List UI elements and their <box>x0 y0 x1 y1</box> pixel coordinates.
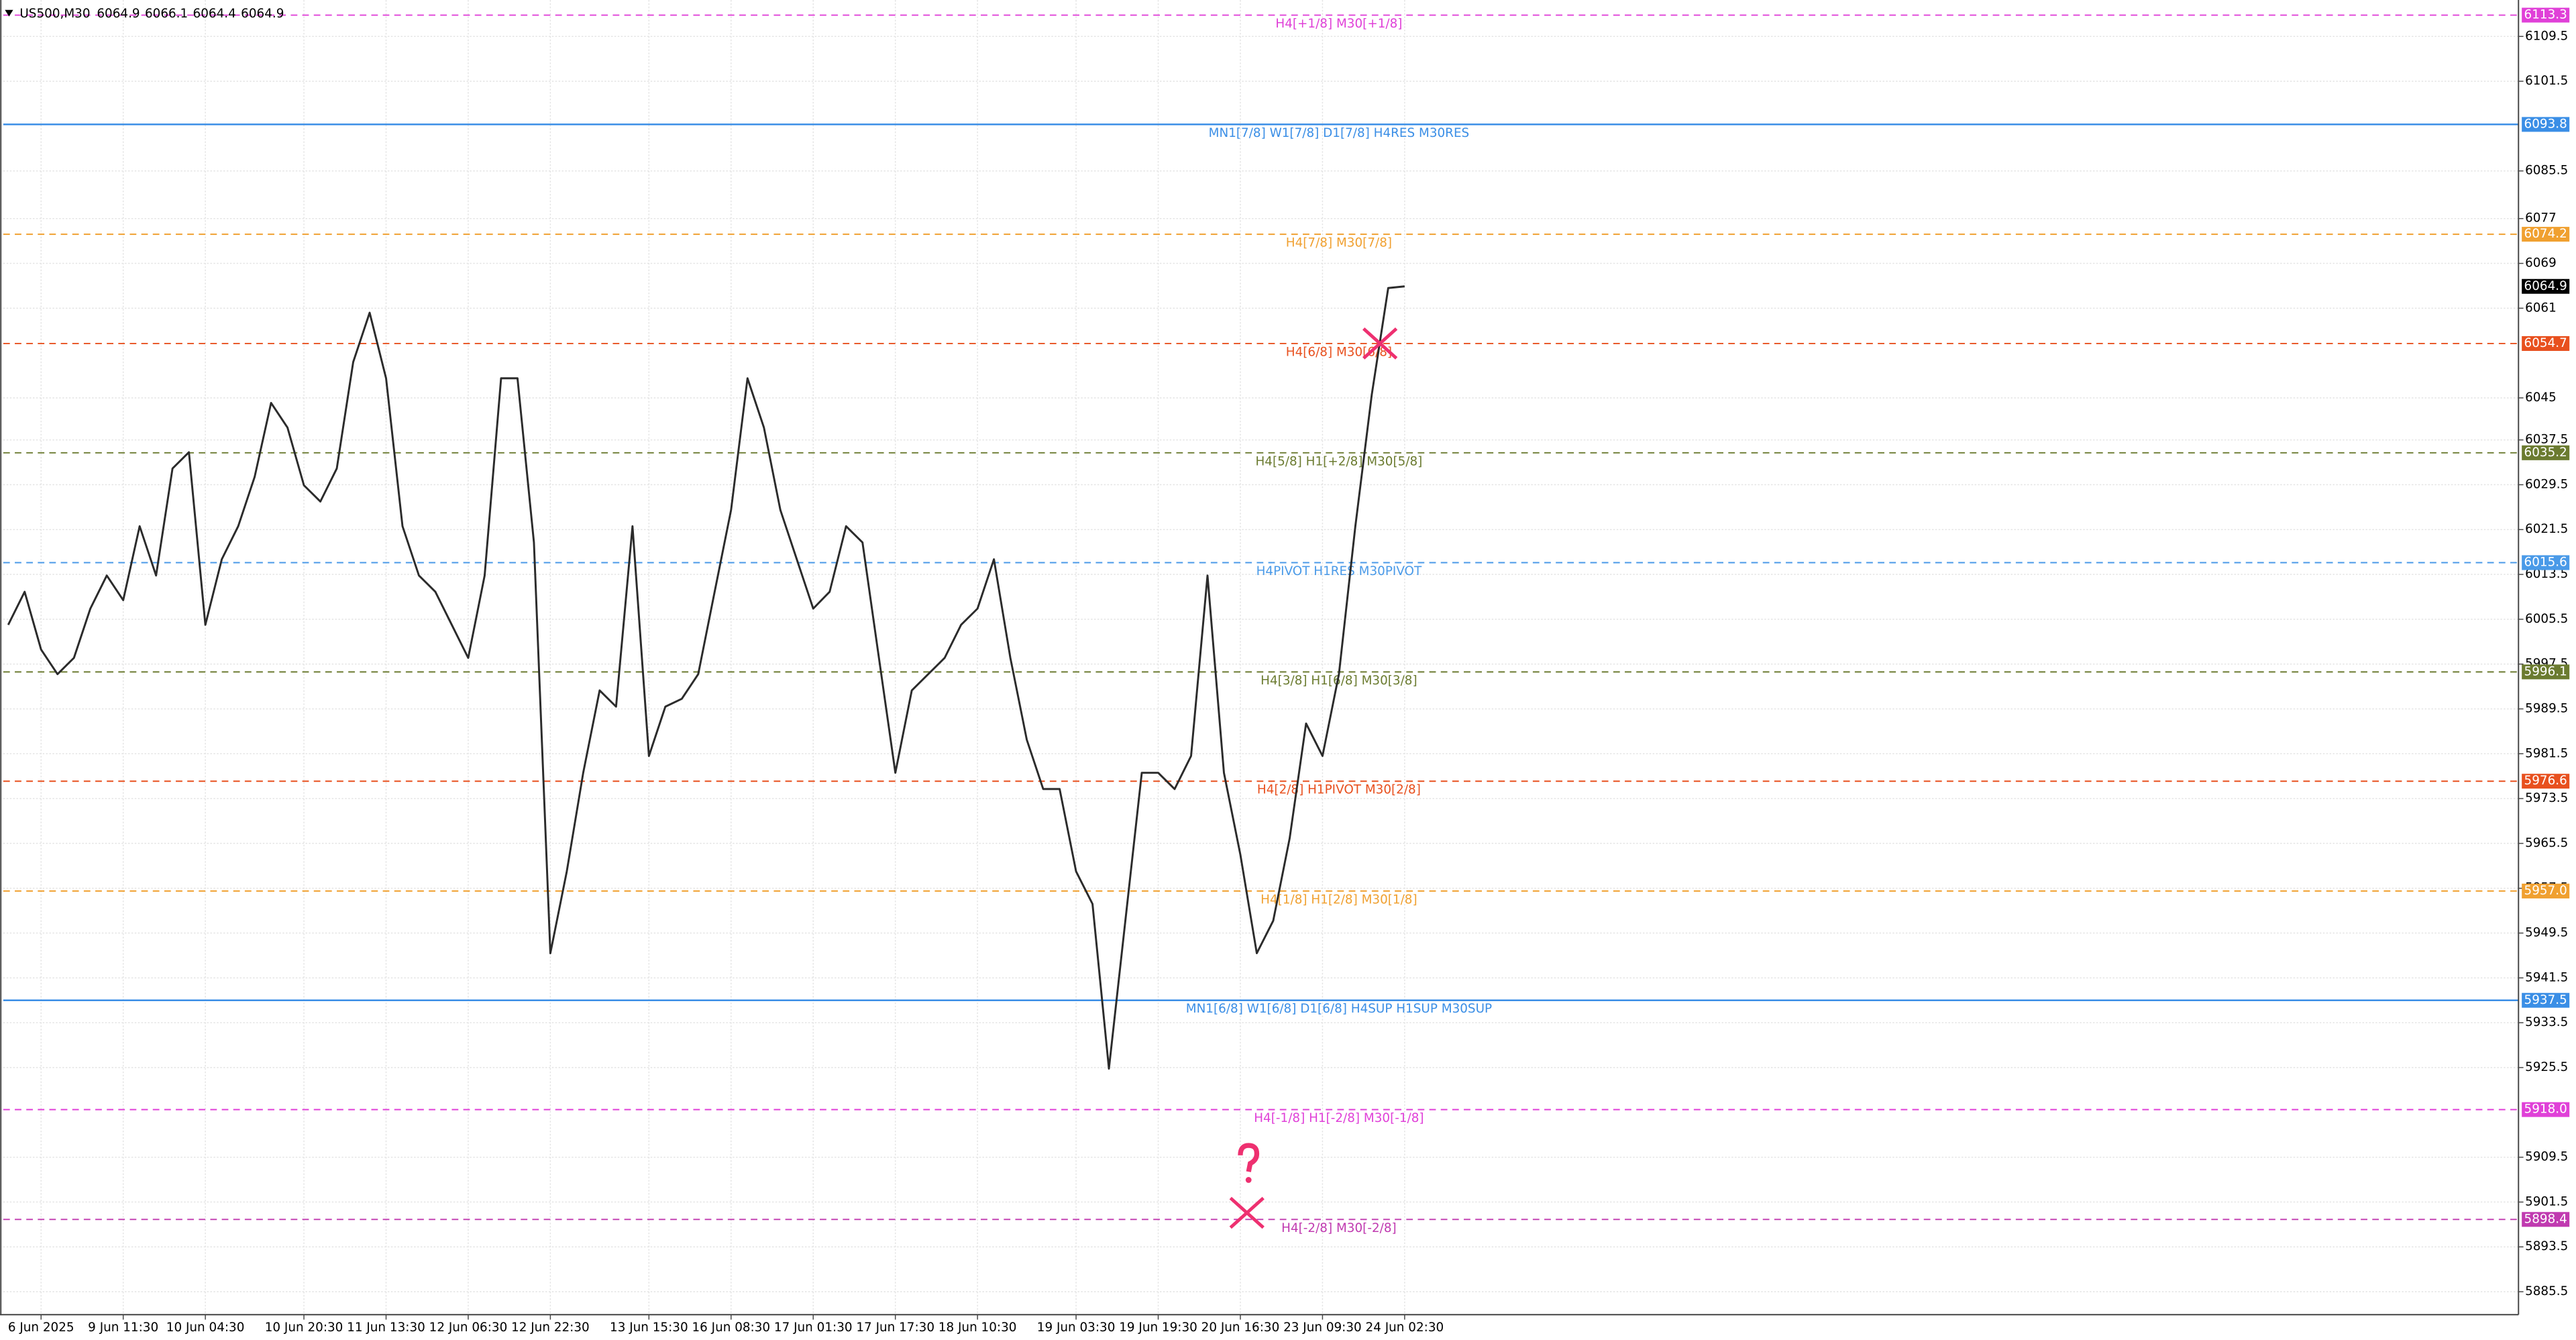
price-tag <box>2522 664 2570 680</box>
x-tick-label: 17 Jun 17:30 <box>856 1321 934 1335</box>
x-tick-label: 17 Jun 01:30 <box>774 1321 853 1335</box>
x-tick-label: 13 Jun 15:30 <box>610 1321 688 1335</box>
x-tick-label: 24 Jun 02:30 <box>1366 1321 1444 1335</box>
series <box>7 285 1405 1070</box>
y-tick-label: 5885.5 <box>2525 1284 2568 1298</box>
x-tick-label: 16 Jun 08:30 <box>692 1321 770 1335</box>
y-tick-label: 6029.5 <box>2525 477 2568 491</box>
level-label: H4[3/8] H1[6/8] M30[3/8] <box>1260 674 1417 688</box>
y-tick-label: 5901.5 <box>2525 1194 2568 1208</box>
x-tick-label: 19 Jun 03:30 <box>1037 1321 1116 1335</box>
markers <box>1229 327 1398 1229</box>
level-label: H4[+1/8] M30[+1/8] <box>1275 17 1402 31</box>
last-price-tag <box>2522 278 2570 294</box>
level-label: H4[1/8] H1[2/8] M30[1/8] <box>1260 892 1417 907</box>
y-tick-label: 5893.5 <box>2525 1239 2568 1253</box>
price-tag-label: 5976.6 <box>2524 774 2567 788</box>
x-tick-label: 11 Jun 13:30 <box>347 1321 425 1335</box>
y-tick-label: 6069 <box>2525 256 2557 270</box>
symbol: US500,M30 <box>19 7 90 21</box>
level-label: H4[5/8] H1[+2/8] M30[5/8] <box>1255 454 1422 468</box>
y-tick-label: 6077 <box>2525 211 2557 225</box>
y-tick-label: 5925.5 <box>2525 1060 2568 1074</box>
y-tick-label: 6021.5 <box>2525 522 2568 536</box>
y-tick-label: 6037.5 <box>2525 433 2568 447</box>
y-tick-label: 6045 <box>2525 391 2557 405</box>
price-tag <box>2522 445 2570 460</box>
price-tag-label: 5957.0 <box>2524 884 2567 898</box>
price-tag <box>2522 336 2570 351</box>
y-tick-label: 6005.5 <box>2525 612 2568 626</box>
price-tag-label: 6054.7 <box>2524 336 2567 350</box>
question-marker-dot <box>1245 1177 1252 1183</box>
levels: H4[+1/8] M30[+1/8] MN1[7/8] W1[7/8] D1[7/… <box>3 14 2519 1235</box>
x-tick-label: 23 Jun 09:30 <box>1283 1321 1362 1335</box>
level-label: H4[-2/8] M30[-2/8] <box>1281 1221 1397 1235</box>
last-price-label: 6064.9 <box>2524 279 2567 293</box>
y-tick-label: 6101.5 <box>2525 74 2568 88</box>
y-tick-label: 5973.5 <box>2525 791 2568 805</box>
y-tick-label: 5981.5 <box>2525 746 2568 760</box>
header: US500,M30 6064.9 6066.1 6064.4 6064.9 <box>5 7 284 21</box>
y-tick-label: 5941.5 <box>2525 970 2568 984</box>
price-tag-label: 5898.4 <box>2524 1212 2567 1226</box>
grid <box>3 0 2519 1315</box>
x-tick-label: 12 Jun 22:30 <box>511 1321 590 1335</box>
y-tick-label: 5989.5 <box>2525 701 2568 715</box>
x-tick-label: 9 Jun 11:30 <box>88 1321 158 1335</box>
close: 6064.9 <box>241 7 284 21</box>
cross-marker <box>1229 1196 1265 1229</box>
x-tick-label: 6 Jun 2025 <box>8 1321 74 1335</box>
price-tag <box>2522 1212 2570 1227</box>
level-label: H4[-1/8] H1[-2/8] M30[-1/8] <box>1254 1111 1424 1125</box>
y-tick-label: 6085.5 <box>2525 164 2568 178</box>
cross-marker <box>1362 327 1398 360</box>
level-label: MN1[6/8] W1[6/8] D1[6/8] H4SUP H1SUP M30… <box>1186 1002 1492 1016</box>
x-tick-label: 19 Jun 19:30 <box>1119 1321 1197 1335</box>
price-tag <box>2522 7 2570 23</box>
price-tag-label: 5918.0 <box>2524 1102 2567 1117</box>
low: 6064.4 <box>193 7 236 21</box>
price-tag-label: 5937.5 <box>2524 993 2567 1007</box>
x-tick-label: 10 Jun 04:30 <box>166 1321 245 1335</box>
price-line <box>7 285 1405 1070</box>
question-marker <box>1238 1143 1260 1172</box>
level-label: H4PIVOT H1RES M30PIVOT <box>1256 564 1422 578</box>
x-tick-label: 12 Jun 06:30 <box>429 1321 508 1335</box>
level-label: H4[2/8] H1PIVOT M30[2/8] <box>1257 783 1421 797</box>
high: 6066.1 <box>145 7 188 21</box>
y-tick-label: 5965.5 <box>2525 836 2568 850</box>
price-tag <box>2522 1102 2570 1117</box>
price-tag-label: 6015.6 <box>2524 555 2567 569</box>
y-tick-label: 5909.5 <box>2525 1150 2568 1164</box>
price-tag <box>2522 555 2570 570</box>
y-tick-label: 6013.5 <box>2525 567 2568 581</box>
y-tick-label: 5949.5 <box>2525 926 2568 940</box>
level-label: MN1[7/8] W1[7/8] D1[7/8] H4RES M30RES <box>1209 126 1470 140</box>
price-tag-label: 6093.8 <box>2524 117 2567 131</box>
price-tag <box>2522 117 2570 132</box>
price-tag-label: 5996.1 <box>2524 664 2567 678</box>
price-tag-label: 6035.2 <box>2524 446 2567 460</box>
price-tag-label: 6074.2 <box>2524 227 2567 241</box>
menu-triangle <box>5 9 13 17</box>
price-tag <box>2522 227 2570 242</box>
open: 6064.9 <box>97 7 140 21</box>
x-tick-label: 10 Jun 20:30 <box>265 1321 343 1335</box>
level-label: H4[7/8] M30[7/8] <box>1286 236 1392 250</box>
y-tick-label: 6109.5 <box>2525 29 2568 43</box>
price-tag <box>2522 883 2570 898</box>
x-tick-label: 18 Jun 10:30 <box>938 1321 1017 1335</box>
price-tag-label: 6113.3 <box>2524 8 2567 22</box>
y-tick-label: 5933.5 <box>2525 1015 2568 1029</box>
price-tag <box>2522 774 2570 789</box>
y-tick-label: 6061 <box>2525 301 2557 315</box>
x-tick-label: 20 Jun 16:30 <box>1201 1321 1280 1335</box>
header-text: US500,M30 6064.9 6066.1 6064.4 6064.9 <box>19 7 284 21</box>
price-tag <box>2522 992 2570 1008</box>
